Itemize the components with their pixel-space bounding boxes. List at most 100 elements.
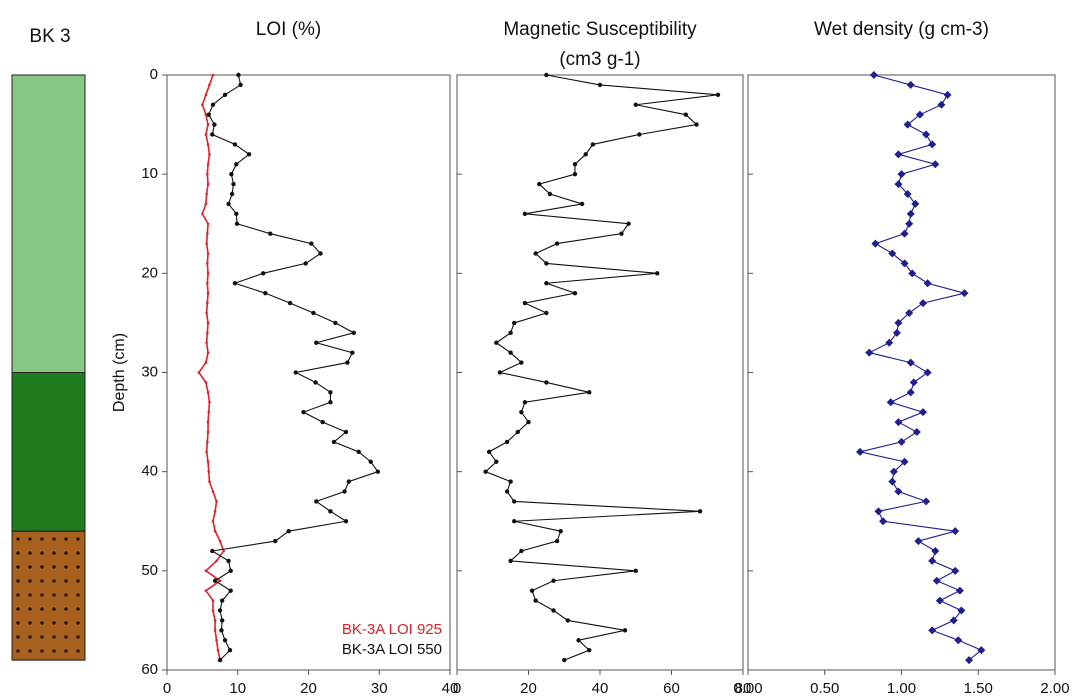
- data-point: [562, 657, 567, 663]
- data-point: [350, 350, 355, 355]
- x-tick-label: 80: [735, 680, 752, 697]
- data-point: [519, 409, 524, 415]
- data-point: [951, 527, 960, 536]
- data-point: [932, 576, 941, 585]
- data-point: [206, 112, 211, 117]
- data-point: [205, 450, 208, 454]
- data-point: [886, 398, 895, 407]
- data-point: [222, 549, 225, 553]
- data-point: [211, 490, 215, 493]
- data-point: [216, 648, 220, 652]
- data-point: [328, 509, 333, 514]
- data-point: [529, 588, 535, 593]
- data-point: [522, 300, 528, 306]
- data-point: [965, 656, 974, 665]
- data-point: [554, 241, 560, 246]
- data-point: [333, 320, 338, 326]
- data-point: [537, 181, 542, 187]
- data-point: [900, 457, 909, 466]
- data-point: [234, 221, 240, 226]
- data-point: [922, 497, 931, 506]
- data-point: [572, 162, 578, 167]
- data-point: [905, 309, 914, 317]
- series-line: [197, 74, 225, 661]
- data-point: [301, 409, 306, 415]
- data-point: [204, 381, 208, 384]
- data-point: [928, 626, 937, 635]
- data-point: [343, 429, 349, 435]
- chart-title: Magnetic Susceptibility: [503, 19, 697, 40]
- data-point: [587, 647, 592, 653]
- data-point: [212, 578, 218, 583]
- data-point: [871, 239, 880, 248]
- y-tick-label: 20: [141, 264, 158, 281]
- data-point: [208, 480, 211, 483]
- data-point: [504, 439, 510, 445]
- chart-title: LOI (%): [256, 19, 321, 40]
- data-point: [908, 269, 917, 278]
- data-point: [206, 420, 210, 424]
- data-point: [519, 548, 524, 554]
- data-point: [228, 568, 233, 574]
- data-point: [314, 499, 319, 504]
- data-point: [204, 113, 208, 116]
- data-point: [935, 596, 944, 605]
- data-point: [951, 566, 960, 575]
- data-point: [320, 419, 325, 425]
- data-point: [375, 469, 381, 474]
- data-point: [204, 361, 208, 364]
- x-tick-label: 10: [229, 680, 246, 697]
- data-point: [232, 142, 238, 147]
- data-point: [558, 528, 563, 534]
- data-point: [236, 72, 241, 78]
- data-point: [311, 310, 316, 316]
- data-point: [217, 657, 223, 663]
- data-point: [206, 143, 210, 146]
- data-point: [208, 153, 211, 156]
- data-point: [246, 152, 252, 157]
- data-point: [512, 499, 517, 504]
- data-point: [923, 279, 932, 288]
- data-point: [894, 318, 903, 327]
- data-point: [637, 132, 642, 137]
- data-point: [943, 90, 952, 99]
- plot-frame: [747, 74, 1056, 671]
- data-point: [222, 92, 228, 98]
- data-point: [273, 538, 278, 544]
- data-point: [894, 418, 903, 427]
- data-point: [572, 171, 578, 177]
- data-point: [293, 370, 298, 375]
- data-point: [949, 616, 958, 625]
- lithology-unit: [11, 372, 86, 532]
- data-point: [590, 142, 596, 147]
- x-tick-label: 40: [592, 680, 609, 697]
- data-point: [206, 460, 210, 464]
- data-point: [533, 598, 538, 603]
- x-tick-label: 1.50: [964, 680, 993, 697]
- data-point: [226, 558, 231, 564]
- data-point: [522, 211, 528, 217]
- data-point: [655, 271, 660, 276]
- data-point: [522, 400, 528, 405]
- data-point: [207, 470, 211, 473]
- data-point: [206, 321, 210, 325]
- data-point: [234, 162, 239, 167]
- data-point: [526, 419, 531, 425]
- data-point: [894, 180, 903, 189]
- data-point: [206, 182, 210, 186]
- data-point: [227, 647, 233, 653]
- x-tick-label: 20: [300, 680, 317, 697]
- data-point: [597, 82, 603, 88]
- x-tick-label: 1.00: [887, 680, 916, 697]
- data-point: [909, 378, 918, 387]
- data-point: [928, 140, 937, 149]
- data-point: [343, 519, 349, 524]
- data-point: [217, 608, 223, 613]
- data-point: [957, 606, 966, 615]
- data-point: [201, 212, 204, 216]
- data-point: [238, 82, 243, 88]
- data-point: [314, 340, 319, 345]
- data-point: [906, 209, 915, 218]
- data-point: [204, 569, 208, 573]
